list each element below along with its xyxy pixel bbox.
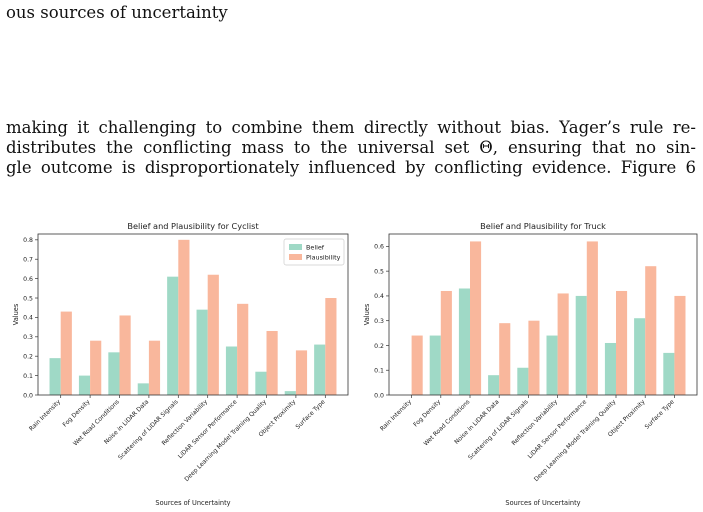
paragraph-line-3: gle outcome is disproportionately influe… [6,158,696,177]
x-tick-label: Fog Density [62,398,92,428]
bar-plausibility [119,315,131,395]
y-tick-label: 0.5 [374,268,384,275]
bar-belief [137,383,149,395]
y-tick-label: 0.7 [23,257,33,264]
y-tick-label: 0.0 [23,392,33,399]
bar-belief [575,295,587,395]
y-axis-label: Values [363,303,371,325]
chart-1: Belief and Plausibility for Cyclist 0.0 0.… [12,221,349,507]
y-tick-label: 0.6 [23,276,33,283]
bar-belief [196,309,208,395]
top-text-fragment: ous sources of uncertainty [6,3,228,22]
legend: Belief Plausibility [283,238,345,266]
y-tick-label: 0.4 [23,315,33,322]
legend-swatch-belief [289,244,302,250]
body-paragraph: making it challenging to combine them di… [6,118,696,178]
plot-frame [388,233,698,396]
bar-plausibility [237,303,249,395]
x-tick-label: Rain Intensity [28,398,62,432]
x-tick-label: Scattering of LiDAR Signals [117,398,180,461]
bar-belief [488,375,500,395]
bar-plausibility [411,335,423,395]
y-tick-label: 0.3 [23,334,33,341]
y-tick-label: 0.0 [374,392,384,399]
bar-plausibility [266,330,278,395]
bar-plausibility [674,295,686,395]
chart-title: Belief and Plausibility for Truck [480,221,606,231]
bar-plausibility [325,298,337,395]
y-tick-label: 0.1 [23,373,33,380]
y-axis-label: Values [12,303,20,325]
y-tick-label: 0.5 [23,295,33,302]
plot-frame [37,233,349,396]
legend-label-plausibility: Plausibility [306,254,341,262]
y-tick-label: 0.6 [374,244,384,251]
bar-belief [49,358,61,395]
x-tick-label: LiDAR Sensor Performance [177,398,239,460]
y-tick-label: 0.2 [23,354,33,361]
y-tick-label: 0.3 [374,318,384,325]
bar-plausibility [645,266,657,395]
x-tick-label: Fog Density [412,398,442,428]
bar-plausibility [148,340,161,395]
bar-belief [517,367,529,395]
bar-belief [314,344,326,395]
x-tick-label: Surface Type [644,398,676,430]
bar-plausibility [557,293,569,395]
bar-plausibility [295,350,308,395]
y-tick-label: 0.4 [374,293,384,300]
bar-plausibility [60,311,72,395]
bar-plausibility [178,239,190,395]
x-tick-label: Surface Type [295,398,327,430]
bar-belief [663,352,675,395]
bar-plausibility [470,241,482,395]
x-tick-label: LiDAR Sensor Performance [527,398,589,460]
bar-plausibility [528,320,540,395]
bar-belief [546,335,558,395]
bar-belief [284,391,296,395]
bar-belief [108,352,120,395]
x-tick-label: Rain Intensity [379,398,413,432]
bar-belief [604,342,616,395]
chart-2: Belief and Plausibility for Truck 0.0 0.1 0… [363,221,698,507]
y-tick-label: 0.1 [374,368,384,375]
bar-belief [429,335,441,395]
legend-label-belief: Belief [306,244,325,252]
bar-plausibility [207,274,219,395]
bar-plausibility [90,340,102,395]
bar-plausibility [616,290,628,395]
chart-title: Belief and Plausibility for Cyclist [127,221,259,231]
bar-belief [167,276,179,395]
bar-plausibility [499,323,511,395]
bar-belief [634,318,646,395]
bar-belief [225,346,238,395]
x-axis-label: Sources of Uncertainty [505,499,580,507]
paragraph-line-2: distributes the conflicting mass to the … [6,138,696,157]
y-tick-label: 0.8 [23,237,33,244]
paragraph-line-1: making it challenging to combine them di… [6,118,696,137]
x-tick-label: Scattering of LiDAR Signals [467,398,530,461]
bar-belief [255,371,267,395]
bar-plausibility [440,290,452,395]
legend-swatch-plausibility [289,254,302,260]
bar-belief [78,375,91,395]
y-tick-label: 0.2 [374,343,384,350]
x-axis-label: Sources of Uncertainty [155,499,230,507]
bar-plausibility [586,241,598,395]
bar-belief [458,288,470,395]
